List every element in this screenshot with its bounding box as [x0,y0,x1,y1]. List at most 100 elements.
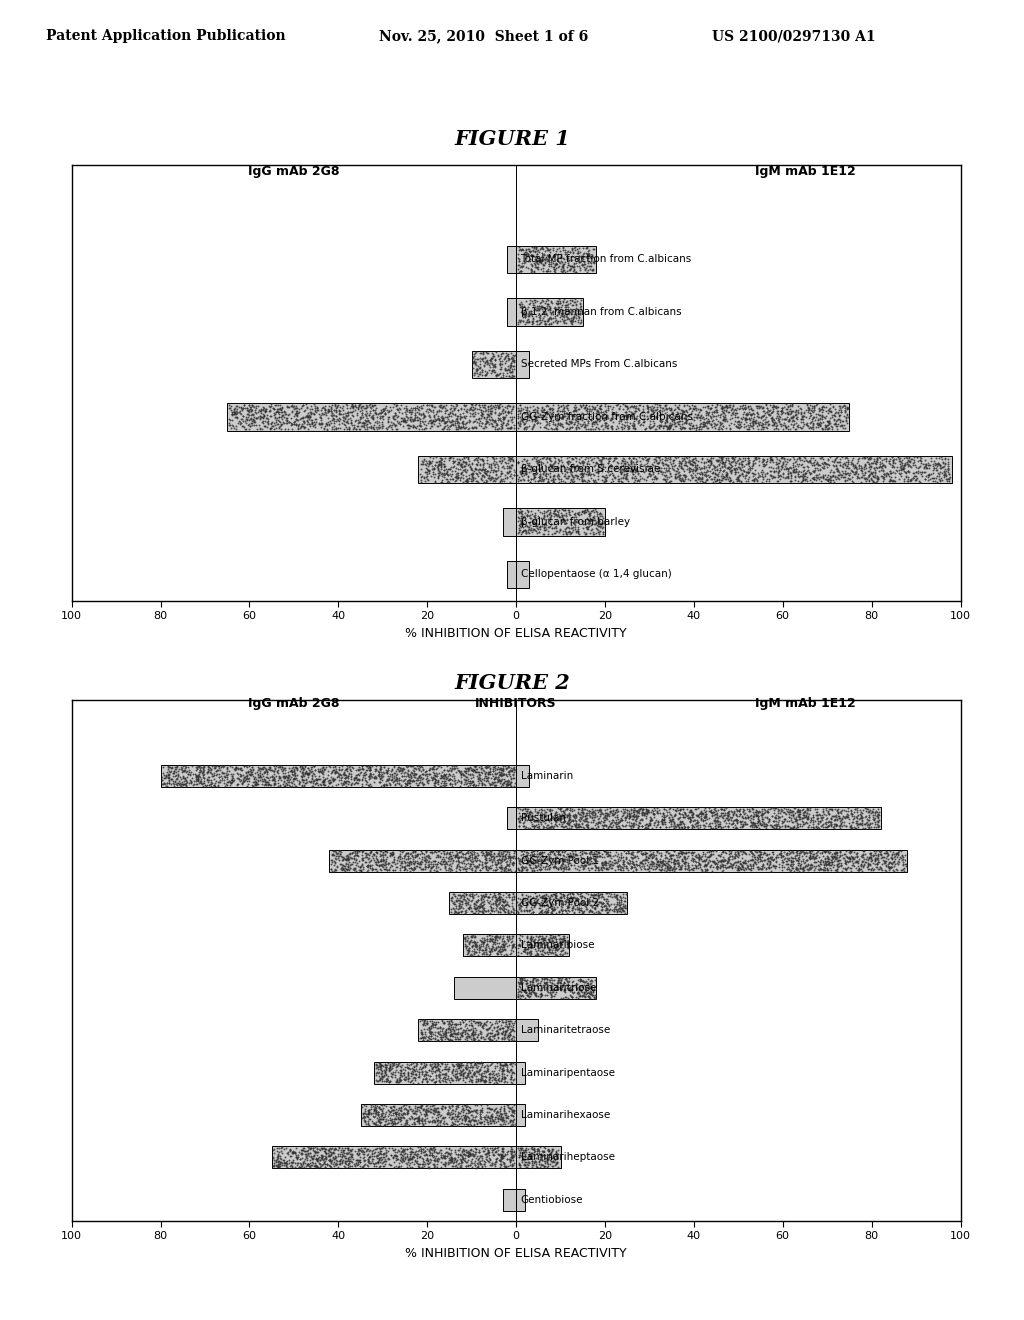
Point [536,929,552,950]
Point [805,843,821,865]
Point [388,1148,404,1170]
Point [452,890,468,911]
Point [810,854,826,875]
Point [328,849,344,870]
Point [790,805,806,826]
Point [327,1147,343,1168]
Point [460,768,476,789]
Point [494,890,510,911]
Point [573,414,590,436]
Point [344,1155,360,1176]
Point [918,449,934,470]
Point [648,841,665,862]
Point [597,457,613,478]
Point [694,396,711,417]
Point [506,1102,522,1123]
Point [348,861,365,882]
Point [528,251,545,272]
Point [418,1101,434,1122]
Point [395,411,412,432]
Point [444,1155,461,1176]
Point [537,399,553,420]
Point [531,817,548,838]
Point [617,405,634,426]
Point [526,1152,543,1173]
Point [401,1147,418,1168]
Point [606,447,623,469]
Point [476,899,493,920]
Point [548,1142,564,1163]
Point [637,817,653,838]
Point [555,849,571,870]
Point [488,1053,505,1074]
Point [765,457,781,478]
Point [523,455,540,477]
Point [553,461,569,482]
Point [291,774,307,795]
Point [938,465,954,486]
Point [869,805,886,826]
Point [631,855,647,876]
Point [715,859,731,880]
Point [502,766,518,787]
Point [521,800,538,821]
Point [543,925,559,946]
Point [372,1068,388,1089]
Point [474,932,490,953]
Point [523,314,540,335]
Point [474,351,490,372]
Point [883,857,899,878]
Point [890,851,906,873]
Point [569,408,586,429]
Point [316,1140,333,1162]
Point [788,840,805,861]
Point [322,756,338,777]
Point [891,463,907,484]
Point [295,416,311,437]
Point [822,816,839,837]
Point [463,1152,479,1173]
Point [440,1014,457,1035]
Point [500,1105,516,1126]
Point [566,236,583,257]
Point [362,1152,379,1173]
Point [534,397,550,418]
Point [474,845,490,866]
Point [779,466,796,487]
Point [374,1102,390,1123]
Point [544,455,560,477]
Point [550,512,566,533]
Point [501,457,517,478]
Point [749,416,765,437]
Point [263,413,280,434]
Point [542,466,558,487]
Point [537,298,553,319]
Point [332,408,348,429]
Point [847,454,863,475]
Point [594,446,610,467]
Point [672,840,688,861]
Point [496,896,512,917]
Point [461,409,477,430]
Point [743,816,760,837]
Point [570,898,587,919]
Point [385,1097,401,1118]
Point [616,455,633,477]
Point [624,407,640,428]
Point [390,759,407,780]
Point [245,766,261,787]
Point [535,469,551,490]
Point [528,1151,545,1172]
Point [297,772,313,793]
Point [368,1155,384,1176]
Point [387,418,403,440]
Point [543,809,559,830]
Point [545,1146,561,1167]
Point [419,772,435,793]
Point [487,925,504,946]
Point [471,1061,487,1082]
Point [357,845,374,866]
Point [511,1155,527,1176]
Point [474,842,490,863]
Point [594,853,610,874]
